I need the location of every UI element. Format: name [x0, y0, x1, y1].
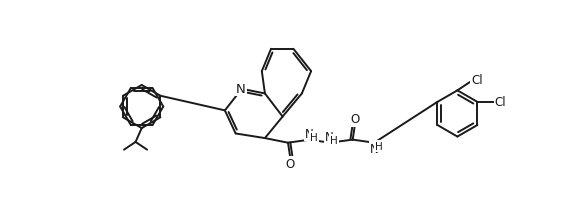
- Text: H: H: [375, 141, 383, 151]
- Text: N: N: [325, 130, 334, 143]
- Text: N: N: [236, 82, 246, 95]
- Text: Cl: Cl: [472, 74, 483, 87]
- Text: O: O: [286, 157, 295, 170]
- Text: Cl: Cl: [495, 96, 506, 109]
- Text: O: O: [350, 113, 360, 126]
- Text: N: N: [370, 143, 379, 156]
- Text: H: H: [310, 132, 318, 142]
- Text: N: N: [305, 127, 314, 140]
- Text: H: H: [331, 135, 338, 145]
